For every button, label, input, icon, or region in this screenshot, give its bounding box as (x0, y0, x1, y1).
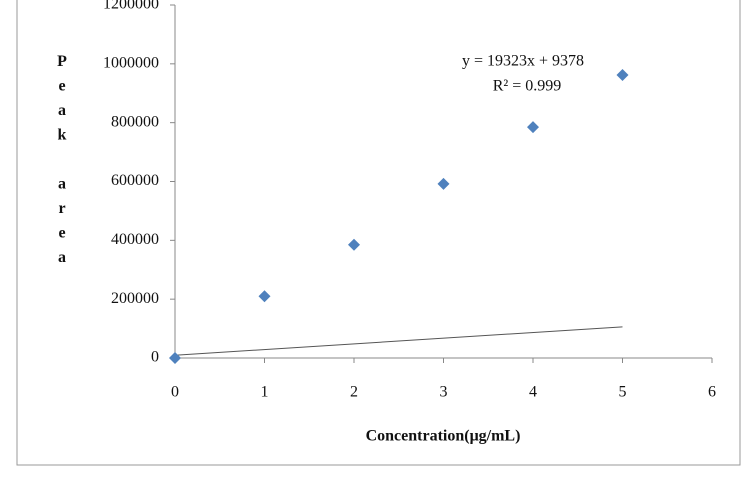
data-point (169, 352, 181, 364)
chart-border (16, 0, 741, 466)
x-tick-label: 3 (440, 384, 448, 401)
y-tick-label: 0 (151, 349, 159, 366)
y-tick-label: 1000000 (103, 55, 159, 72)
r-squared: R² = 0.999 (493, 78, 562, 95)
y-tick-label: 800000 (111, 113, 159, 130)
y-tick-label: 1200000 (103, 0, 159, 13)
trendline-equation: y = 19323x + 9378 (462, 53, 584, 70)
trendline (174, 326, 623, 356)
x-tick-label: 2 (350, 384, 358, 401)
x-tick-label: 4 (529, 384, 537, 401)
data-point (527, 121, 539, 134)
y-tick-label: 400000 (111, 231, 159, 248)
y-tick-label: 600000 (111, 172, 159, 189)
x-tick-label: 6 (708, 384, 716, 401)
data-point (258, 290, 271, 303)
x-axis-label: Concentration(μg/mL) (366, 428, 521, 445)
data-point (437, 177, 450, 190)
x-tick-label: 1 (261, 384, 269, 401)
x-tick-label: 5 (619, 384, 627, 401)
data-point (348, 238, 360, 251)
x-tick-label: 0 (171, 384, 179, 401)
y-tick-label: 200000 (111, 290, 159, 307)
data-point (616, 69, 629, 82)
